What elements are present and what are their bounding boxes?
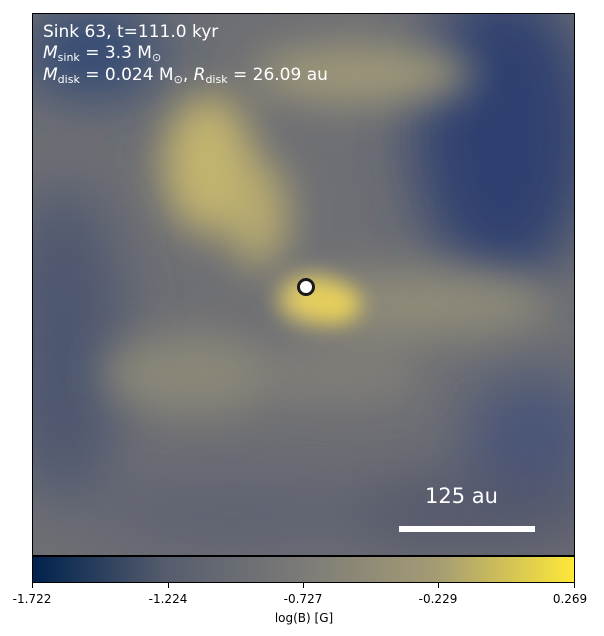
sink-time-label: Sink 63, t=111.0 kyr bbox=[43, 22, 219, 42]
magnetic-field-map: Sink 63, t=111.0 kyr Msink = 3.3 M⊙ Mdis… bbox=[32, 13, 575, 556]
scalebar-label: 125 au bbox=[425, 484, 498, 508]
scalebar bbox=[399, 526, 535, 532]
colorbar-tick bbox=[303, 583, 304, 588]
colorbar-axis-label: log(B) [G] bbox=[274, 611, 334, 625]
disk-properties-label: Mdisk = 0.024 M⊙, Rdisk = 26.09 au bbox=[43, 65, 328, 86]
colorbar-tick-label: -1.722 bbox=[12, 592, 52, 606]
colorbar-tick-label: -0.727 bbox=[283, 592, 323, 606]
colorbar bbox=[32, 556, 575, 583]
colorbar-tick bbox=[574, 583, 575, 588]
colorbar-tick bbox=[438, 583, 439, 588]
sink-mass-label: Msink = 3.3 M⊙ bbox=[43, 43, 162, 64]
colorbar-tick-label: 0.269 bbox=[552, 592, 588, 606]
colorbar-tick-label: -1.224 bbox=[148, 592, 188, 606]
colorbar-tick bbox=[32, 583, 33, 588]
sink-marker-icon bbox=[297, 278, 315, 296]
field-image bbox=[33, 14, 574, 555]
colorbar-tick bbox=[168, 583, 169, 588]
colorbar-tick-label: -0.229 bbox=[418, 592, 458, 606]
